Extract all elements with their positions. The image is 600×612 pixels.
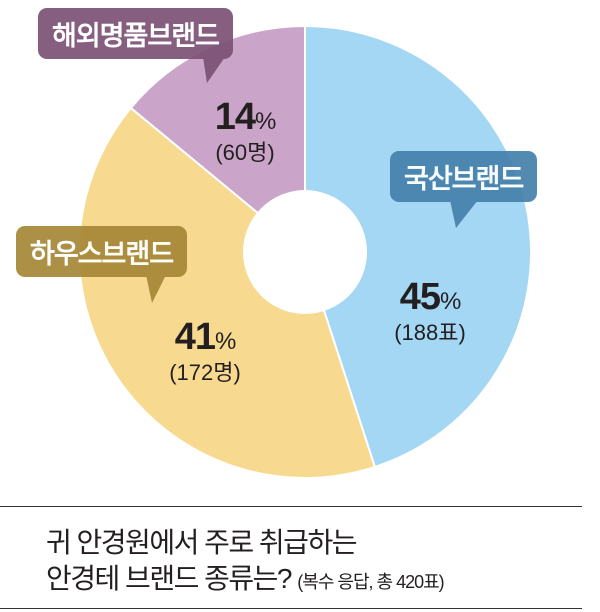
percent: 14 [214,96,256,138]
donut-hole [243,190,367,314]
bubble-tail [146,275,166,303]
title-line-2: 안경테 브랜드 종류는? [46,563,292,594]
label-text: 국산브랜드 [404,164,524,195]
title-line-1: 귀 안경원에서 주로 취급하는 [46,527,357,558]
label-text: 하우스브랜드 [30,239,174,270]
percent: 45 [399,276,441,318]
slice-value-luxury: 14% (60명) [195,98,295,165]
percent-sign: % [439,288,461,315]
slice-label-luxury: 해외명품브랜드 [38,8,233,83]
chart-title: 귀 안경원에서 주로 취급하는 안경테 브랜드 종류는? (복수 응답, 총 4… [46,525,445,600]
top-divider [0,506,582,507]
bubble-tail [450,200,478,228]
slice-value-house: 41% (172명) [150,318,260,385]
percent-sign: % [254,108,276,135]
slice-1 [78,106,377,479]
percent-sign: % [214,328,236,355]
label-text: 해외명품브랜드 [52,21,220,52]
count: (172명) [169,360,241,385]
count: (188표) [394,320,466,345]
bubble-tail [203,57,225,83]
bottom-divider [0,608,582,609]
count: (60명) [215,140,275,165]
slice-label-house: 하우스브랜드 [16,226,188,303]
slice-value-domestic: 45% (188표) [370,278,490,345]
slice-label-domestic: 국산브랜드 [390,151,538,228]
slice-0 [304,24,532,469]
title-note: (복수 응답, 총 420표) [297,572,444,592]
percent: 41 [174,316,216,358]
